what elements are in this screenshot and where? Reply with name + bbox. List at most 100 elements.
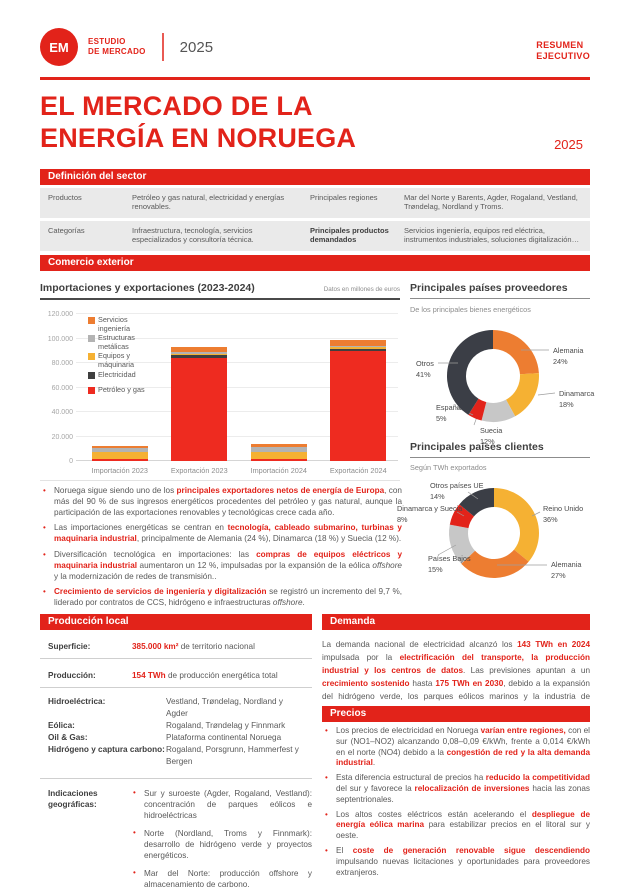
chart-header: Importaciones y exportaciones (2023-2024… <box>40 282 400 300</box>
legend-label: Estructuras metálicas <box>98 333 135 351</box>
geo-label: Indicaciones geográficas: <box>48 789 98 809</box>
highlight-text: electrificación del transporte, la produ… <box>322 653 590 675</box>
text-run: Los precios de electricidad en Noruega <box>336 726 481 735</box>
bullet-marker: • <box>133 788 136 797</box>
page-title-line1: EL MERCADO DE LA <box>40 91 313 121</box>
list-item: • Mar del Norte: producción offshore y al… <box>130 868 312 890</box>
label-leader-line <box>456 511 465 517</box>
bullet-marker: • <box>325 773 328 783</box>
bullet-marker: • <box>133 868 136 877</box>
program-line1: ESTUDIO <box>88 37 126 46</box>
legend-item: Equipos y máquinaria <box>88 352 150 369</box>
bar-column <box>319 314 399 461</box>
donut-slice-alemania <box>461 549 529 578</box>
chart-note: Datos en millones de euros <box>323 286 400 293</box>
grid-line <box>76 411 398 412</box>
bullet-marker: • <box>43 549 46 559</box>
demanda-paragraph: La demanda nacional de electricidad alca… <box>322 638 590 716</box>
donut-label: Países Bajos <box>428 554 471 563</box>
header-rule <box>40 77 590 80</box>
header: EM ESTUDIO DE MERCADO 2025 RESUMEN EJECU… <box>40 28 590 66</box>
text-run: impulsando nuevas licitaciones y oportun… <box>336 856 590 877</box>
bar-segment <box>250 447 307 452</box>
area-value: Rogaland, Trøndelag y Finnmark <box>166 721 286 730</box>
highlight-text: 175 TWh en 2030 <box>435 679 504 688</box>
y-tick-label: 120.000 <box>47 311 73 318</box>
donut-chart-clientes: Reino Unido 36% Alemania 27% Países Bajos 15%… <box>397 481 583 580</box>
label-leader-line <box>437 544 457 556</box>
section-heading-precios: Precios <box>322 706 590 722</box>
geo-bullet-list: • Sur y suroeste (Agder, Rogaland, Vestla… <box>130 788 312 894</box>
donut-label: Dinamarca y Suecia <box>397 504 463 513</box>
bullet-marker: • <box>43 486 46 495</box>
bullet-text: Norte (Nordland, Troms y Finnmark): desa… <box>144 829 312 860</box>
area-value: Plataforma continental Noruega <box>166 733 282 742</box>
highlight-text: tecnología, cableado submarino, turbinas… <box>54 523 402 544</box>
chart-legend: Servicios ingeniería Estructuras metálica… <box>88 315 150 396</box>
program-line2: DE MERCADO <box>88 47 146 56</box>
x-axis-label: Importación 2023 <box>91 466 148 475</box>
bullet-marker: • <box>325 845 328 855</box>
produccion-stats: Superficie: 385.000 km² de territorio nac… <box>40 630 312 688</box>
donut-label-pct: 24% <box>553 357 568 366</box>
donut2-title: Principales países clientes <box>410 441 590 458</box>
donut-label-pct: 41% <box>416 370 431 379</box>
bullet-text: Diversificación tecnológica en importaci… <box>54 550 402 582</box>
bar-segment <box>250 444 307 448</box>
header-year: 2025 <box>179 39 214 56</box>
chart-bottom-line <box>40 480 400 481</box>
x-axis-label: Exportación 2024 <box>329 466 387 475</box>
def-row-value2: Mar del Norte y Barents, Agder, Rogaland… <box>404 193 578 211</box>
bar-column <box>239 314 319 461</box>
text-run: . Las previsiones apuntan a un <box>463 666 590 675</box>
table-row: Productos Petróleo y gas natural, electri… <box>40 188 590 219</box>
text-run: Esta diferencia estructural de precios h… <box>336 773 486 783</box>
highlight-text: principales exportadores netos de energí… <box>176 486 385 495</box>
bullet-marker: • <box>325 726 328 735</box>
highlight-text: despliegue de energía eólica marina <box>336 809 590 830</box>
legend-label: Servicios ingeniería <box>98 315 131 333</box>
comercio-bullet-list: • Noruega sigue siendo uno de los princip… <box>40 486 402 614</box>
area-label: Oil & Gas: <box>48 733 88 742</box>
bullet-text: Sur y suroeste (Agder, Rogaland, Vestlan… <box>144 789 312 820</box>
area-label: Eólica: <box>48 721 75 730</box>
bullet-text: Mar del Norte: producción offshore y alm… <box>144 869 312 889</box>
bar-segment <box>330 345 387 347</box>
em-logo-text: EM <box>49 39 69 55</box>
area-value: Rogaland, Porsgrunn, Hammerfest y Bergen <box>166 745 299 766</box>
list-item: • Los altos costes eléctricos están acele… <box>322 810 590 842</box>
x-axis-labels: Importación 2023 Exportación 2023 Importac… <box>80 466 398 475</box>
donut-label: Otros <box>416 359 434 368</box>
section-heading-demanda: Demanda <box>322 614 590 630</box>
stat-row: Producción: 154 TWh de producción energét… <box>40 659 312 688</box>
bar-segment <box>91 452 148 459</box>
bullet-text: Los precios de electricidad en Noruega v… <box>336 726 590 769</box>
bullet-text: Crecimiento de servicios de ingeniería y… <box>54 587 402 609</box>
legend-label: Electricidad <box>98 369 136 379</box>
label-leader-line <box>531 511 541 517</box>
bullet-text: Noruega sigue siendo uno de los principa… <box>54 486 402 518</box>
donut2-subtitle: Según TWh exportados <box>410 463 487 472</box>
legend-swatch <box>88 371 95 379</box>
text-run: Noruega sigue siendo uno de los <box>54 486 177 495</box>
donut-slice-pa-ses-bajos <box>449 524 476 564</box>
section-precios: Precios • Los precios de electricidad en … <box>322 706 590 882</box>
section-heading-comercio: Comercio exterior <box>40 255 590 271</box>
area-row: Hidrógeno y captura carbono: Rogaland, Po… <box>48 744 304 768</box>
list-item: • Esta diferencia estructural de precios … <box>322 773 590 805</box>
y-tick-label: 0 <box>69 458 73 465</box>
grid-line <box>76 386 398 388</box>
chart-title: Importaciones y exportaciones (2023-2024… <box>40 282 255 294</box>
list-item: • Noruega sigue siendo uno de los princip… <box>40 486 402 518</box>
section-definicion: Definición del sector Productos Petróleo … <box>40 169 590 252</box>
y-tick-label: 80.000 <box>51 360 73 367</box>
bullet-marker: • <box>325 809 328 819</box>
text-run: , principalmente de Alemania (24 %), Din… <box>136 534 402 544</box>
area-row: Eólica: Rogaland, Trøndelag y Finnmark <box>48 720 304 732</box>
def-row-label: Productos <box>48 193 82 202</box>
grid-line <box>76 362 398 363</box>
stat-rest: de territorio nacional <box>178 642 255 651</box>
bar-segment <box>330 348 387 352</box>
donut-label-pct: 36% <box>543 515 558 524</box>
text-run: hacia las zonas septentrionales. <box>336 783 591 804</box>
